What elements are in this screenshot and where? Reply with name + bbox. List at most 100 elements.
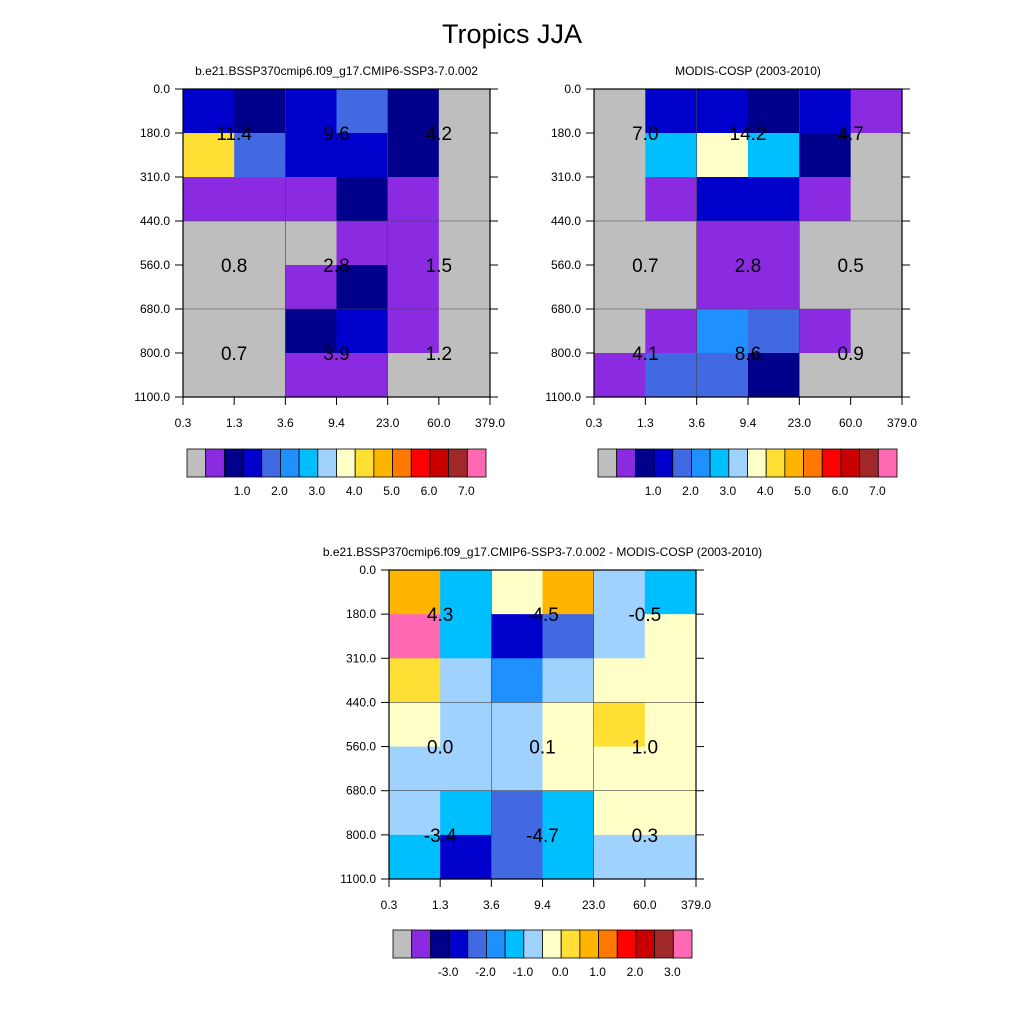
heatmap-cell bbox=[183, 89, 235, 134]
box-value-label: 3.9 bbox=[323, 344, 349, 365]
y-tick-label: 310.0 bbox=[551, 170, 581, 184]
heatmap-cell bbox=[644, 614, 697, 659]
y-tick-label: 680.0 bbox=[551, 302, 581, 316]
x-tick-label: 1.3 bbox=[432, 898, 449, 912]
heatmap-cell bbox=[542, 614, 595, 659]
heatmap-cell bbox=[491, 614, 544, 659]
x-tick-label: 1.3 bbox=[226, 416, 243, 430]
y-tick-label: 800.0 bbox=[551, 346, 581, 360]
y-tick-label: 440.0 bbox=[346, 695, 376, 709]
heatmap-cell bbox=[387, 309, 440, 354]
colorbar-label: 1.0 bbox=[589, 965, 606, 979]
colorbar-swatch bbox=[634, 448, 655, 478]
colorbar-swatch bbox=[429, 448, 450, 478]
colorbar-label: 6.0 bbox=[421, 484, 438, 498]
heatmap-cell bbox=[748, 309, 800, 354]
heatmap-cell bbox=[234, 265, 286, 310]
colorbar-swatch bbox=[448, 929, 469, 959]
box-value-label: 7.0 bbox=[632, 124, 658, 145]
heatmap-cell bbox=[438, 309, 491, 354]
y-tick-label: 310.0 bbox=[346, 651, 376, 665]
heatmap-cell bbox=[542, 658, 595, 704]
heatmap-cell bbox=[387, 89, 440, 134]
x-tick-label: 3.6 bbox=[688, 416, 705, 430]
colorbar-swatch bbox=[467, 929, 487, 959]
box-value-label: -3.4 bbox=[424, 826, 457, 847]
heatmap-cell bbox=[850, 177, 903, 222]
box-value-label: 4.3 bbox=[427, 605, 453, 626]
colorbar-label: 1.0 bbox=[234, 484, 251, 498]
heatmap-cell bbox=[336, 265, 389, 310]
heatmap-cell bbox=[491, 834, 544, 880]
heatmap-cell bbox=[748, 133, 800, 178]
heatmap-cell bbox=[593, 746, 646, 792]
colorbar-swatch bbox=[298, 448, 319, 478]
heatmap-cell bbox=[285, 133, 338, 178]
heatmap-cell bbox=[183, 177, 235, 222]
heatmap-cell bbox=[748, 265, 800, 310]
y-tick-label: 180.0 bbox=[140, 126, 170, 140]
y-tick-label: 800.0 bbox=[346, 828, 376, 842]
heatmap-cell bbox=[799, 221, 852, 266]
y-tick-label: 800.0 bbox=[140, 346, 170, 360]
x-tick-label: 60.0 bbox=[633, 898, 657, 912]
heatmap-cell bbox=[440, 746, 492, 792]
heatmap-cell bbox=[542, 570, 595, 615]
heatmap-cell bbox=[542, 746, 595, 792]
colorbar-swatch bbox=[261, 448, 281, 478]
y-tick-label: 560.0 bbox=[346, 740, 376, 754]
colorbar-label: 2.0 bbox=[271, 484, 288, 498]
colorbar-swatch bbox=[542, 929, 562, 959]
colorbar-swatch bbox=[803, 448, 823, 478]
heatmap-cell bbox=[491, 790, 544, 836]
box-value-label: 0.5 bbox=[837, 256, 863, 277]
y-tick-label: 440.0 bbox=[551, 214, 581, 228]
heatmap-cell bbox=[799, 309, 852, 354]
colorbar-swatch bbox=[672, 929, 693, 959]
box-value-label: 0.7 bbox=[221, 344, 247, 365]
y-tick-label: 0.0 bbox=[153, 82, 170, 96]
colorbar-swatch bbox=[486, 929, 506, 959]
y-tick-label: 1100.0 bbox=[340, 872, 376, 886]
box-value-label: 1.2 bbox=[426, 344, 452, 365]
box-value-label: 9.6 bbox=[323, 124, 349, 145]
heatmap-cell bbox=[438, 353, 491, 398]
heatmap-cell bbox=[387, 133, 440, 178]
y-tick-label: 0.0 bbox=[359, 563, 376, 577]
colorbar-swatch bbox=[392, 929, 413, 959]
heatmap-cell bbox=[438, 89, 491, 134]
heatmap-cell bbox=[593, 658, 646, 704]
heatmap-cell bbox=[491, 658, 544, 704]
heatmap-cell bbox=[389, 658, 441, 704]
heatmap-cell bbox=[799, 265, 852, 310]
heatmap-cell bbox=[696, 309, 749, 354]
colorbar-swatch bbox=[653, 448, 674, 478]
heatmap-cell bbox=[183, 309, 235, 354]
heatmap-panel-3: 0.0 180.0 310.0 440.0 560.0 680.0 800.0 1100.0 0… bbox=[323, 545, 762, 979]
heatmap-cell bbox=[389, 790, 441, 836]
x-tick-label: 60.0 bbox=[839, 416, 863, 430]
heatmap-cell bbox=[748, 177, 800, 222]
heatmap-cell bbox=[440, 570, 492, 615]
y-tick-label: 1100.0 bbox=[134, 390, 170, 404]
heatmap-cell bbox=[645, 221, 698, 266]
heatmap-cell bbox=[644, 746, 697, 792]
y-tick-label: 180.0 bbox=[551, 126, 581, 140]
y-tick-label: 680.0 bbox=[346, 784, 376, 798]
heatmap-cell bbox=[850, 265, 903, 310]
heatmap-cell bbox=[440, 790, 492, 836]
heatmap-cell bbox=[336, 353, 389, 398]
heatmap-cell bbox=[440, 658, 492, 704]
x-tick-label: 379.0 bbox=[475, 416, 505, 430]
y-tick-label: 560.0 bbox=[140, 258, 170, 272]
heatmap-cell bbox=[644, 658, 697, 704]
heatmap-cell bbox=[491, 570, 544, 615]
box-value-label: 0.3 bbox=[632, 826, 658, 847]
heatmap-cell bbox=[336, 89, 389, 134]
colorbar-swatch bbox=[411, 929, 431, 959]
heatmap-cell bbox=[336, 221, 389, 266]
heatmap-cell bbox=[389, 702, 441, 748]
x-tick-label: 379.0 bbox=[887, 416, 917, 430]
colorbar-swatch bbox=[560, 929, 581, 959]
x-tick-label: 3.6 bbox=[277, 416, 294, 430]
